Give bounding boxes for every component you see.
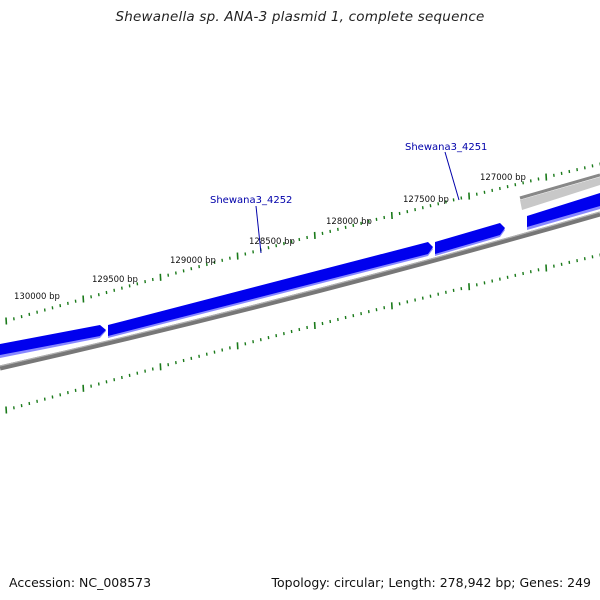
gene-arrow-left[interactable]: [0, 325, 106, 358]
tick-label-127000: 127000 bp: [480, 173, 526, 183]
map-title: Shewanella sp. ANA-3 plasmid 1, complete…: [115, 9, 485, 25]
inner-tick-track: [5, 162, 600, 325]
tick-label-128000: 128000 bp: [326, 217, 372, 227]
gene-label-shewana3-4251[interactable]: Shewana3_4251: [405, 142, 487, 153]
backbone-line-highlight: [0, 211, 600, 367]
tick-label-130000: 130000 bp: [14, 292, 60, 302]
tick-label-128500: 128500 bp: [249, 237, 295, 247]
topology-summary-text: Topology: circular; Length: 278,942 bp; …: [271, 575, 592, 590]
gene-arrow-shewana3-4252[interactable]: [108, 242, 433, 338]
tick-label-129500: 129500 bp: [92, 275, 138, 285]
gene-label-shewana3-4252[interactable]: Shewana3_4252: [210, 195, 292, 206]
gene-arrow-shewana3-4251[interactable]: [435, 223, 505, 256]
gene-label-leader-shewana3-4251: [444, 151, 460, 201]
tick-label-127500: 127500 bp: [403, 195, 449, 205]
grey-feature-edge: [519, 173, 600, 200]
accession-text: Accession: NC_008573: [9, 575, 152, 590]
backbone-line: [0, 211, 600, 371]
tick-label-129000: 129000 bp: [170, 256, 216, 266]
gene-label-leader-shewana3-4252: [255, 205, 262, 254]
gene-arrow-right[interactable]: [527, 193, 600, 230]
outer-tick-track: [5, 253, 600, 414]
grey-feature: [520, 177, 600, 210]
